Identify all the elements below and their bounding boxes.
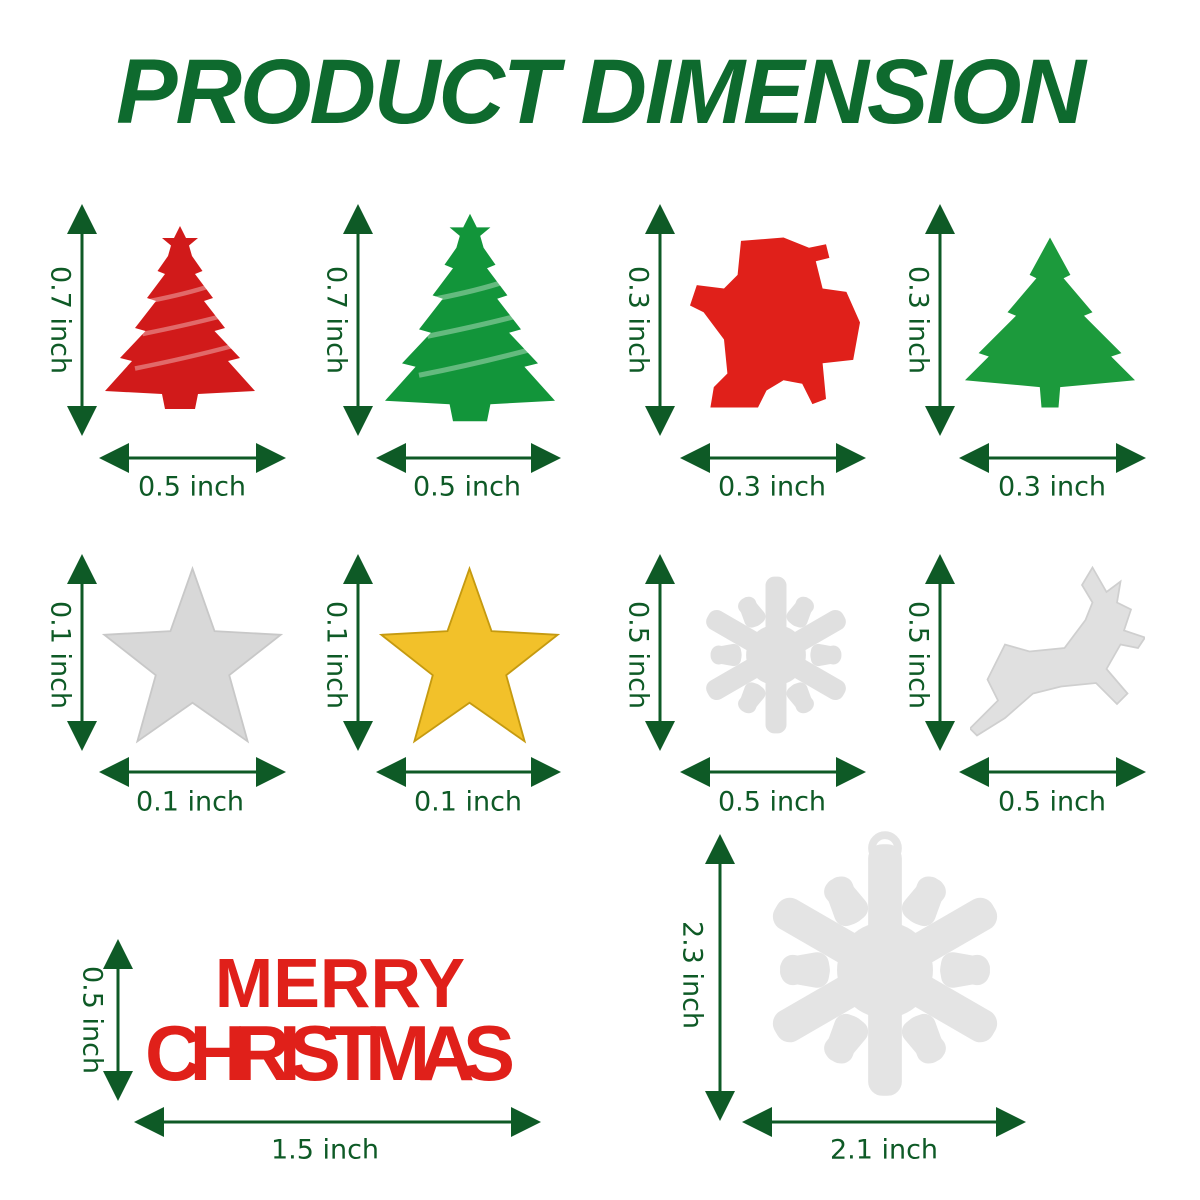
width-label: 0.5 inch xyxy=(412,471,522,503)
lettering-christmas: CHRISTMAS xyxy=(145,1009,515,1097)
height-label: 0.7 inch xyxy=(44,265,76,375)
height-label: 0.1 inch xyxy=(320,600,352,710)
width-label: 0.5 inch xyxy=(137,471,247,503)
green-christmas-tree-image xyxy=(385,213,555,422)
red-christmas-tree-image xyxy=(105,226,255,409)
width-label: 0.3 inch xyxy=(997,471,1107,503)
red-santa-image xyxy=(690,237,860,408)
height-label: 0.3 inch xyxy=(622,265,654,375)
silver-snowflake-image xyxy=(706,576,846,734)
width-label: 1.5 inch xyxy=(270,1134,380,1166)
width-label: 0.5 inch xyxy=(717,786,827,818)
page-title: PRODUCT DIMENSION xyxy=(116,41,1086,143)
height-label: 0.5 inch xyxy=(902,600,934,710)
width-label: 0.1 inch xyxy=(135,786,245,818)
width-label: 2.1 inch xyxy=(829,1134,939,1166)
width-label: 0.3 inch xyxy=(717,471,827,503)
height-label: 2.3 inch xyxy=(676,920,708,1030)
large-snowflake-image xyxy=(772,831,998,1096)
silver-reindeer-image xyxy=(970,565,1145,737)
green-pine-tree-image xyxy=(965,237,1135,408)
gold-star-image xyxy=(378,565,561,744)
silver-star-image xyxy=(101,565,284,744)
width-label: 0.1 inch xyxy=(413,786,523,818)
height-label: 0.5 inch xyxy=(622,600,654,710)
width-label: 0.5 inch xyxy=(997,786,1107,818)
lettering-merry: MERRY xyxy=(215,944,465,1022)
height-label: 0.1 inch xyxy=(44,600,76,710)
height-label: 0.3 inch xyxy=(902,265,934,375)
height-label: 0.5 inch xyxy=(76,965,108,1075)
height-label: 0.7 inch xyxy=(320,265,352,375)
